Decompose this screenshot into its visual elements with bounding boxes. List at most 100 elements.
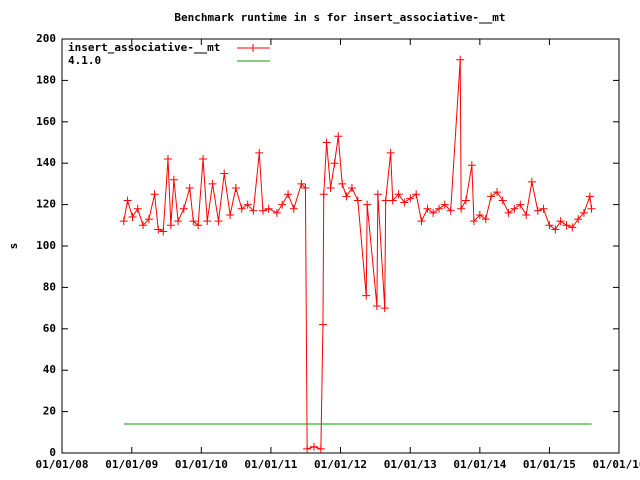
point-marker <box>272 208 281 217</box>
point-marker <box>226 210 235 219</box>
point-marker <box>318 320 327 329</box>
point-marker <box>539 204 548 213</box>
point-marker <box>334 132 343 141</box>
point-marker <box>381 196 390 205</box>
point-marker <box>493 188 502 197</box>
x-tick-label: 01/01/09 <box>105 458 158 471</box>
point-marker <box>169 175 178 184</box>
x-tick-label: 01/01/12 <box>314 458 367 471</box>
point-marker <box>400 198 409 207</box>
point-marker <box>297 179 306 188</box>
point-marker <box>326 184 335 193</box>
point-marker <box>551 225 560 234</box>
y-tick-label: 100 <box>36 239 56 252</box>
point-marker <box>284 190 293 199</box>
y-tick-label: 80 <box>43 280 56 293</box>
y-tick-label: 40 <box>43 363 56 376</box>
point-marker <box>435 204 444 213</box>
point-marker <box>231 184 240 193</box>
point-marker <box>388 196 397 205</box>
point-marker <box>139 221 148 230</box>
point-marker <box>498 196 507 205</box>
point-marker <box>406 194 415 203</box>
y-tick-label: 180 <box>36 73 56 86</box>
point-marker <box>362 291 371 300</box>
point-marker <box>264 204 273 213</box>
y-tick-label: 0 <box>49 446 56 459</box>
point-marker <box>527 177 536 186</box>
point-marker <box>380 304 389 313</box>
x-tick-label: 01/01/11 <box>244 458 297 471</box>
point-marker <box>412 190 421 199</box>
point-marker <box>504 208 513 217</box>
point-marker <box>568 223 577 232</box>
point-marker <box>533 206 542 215</box>
point-marker <box>214 217 223 226</box>
y-tick-label: 120 <box>36 198 56 211</box>
legend-label: 4.1.0 <box>68 54 101 67</box>
point-marker <box>423 204 432 213</box>
point-marker <box>587 204 596 213</box>
point-marker <box>128 213 137 222</box>
point-marker <box>322 138 331 147</box>
point-marker <box>316 444 325 453</box>
point-marker <box>159 227 168 236</box>
point-marker <box>330 159 339 168</box>
point-marker <box>556 217 565 226</box>
point-marker <box>150 190 159 199</box>
point-marker <box>373 190 382 199</box>
point-marker <box>166 221 175 230</box>
point-marker <box>179 204 188 213</box>
x-tick-label: 01/01/14 <box>453 458 506 471</box>
point-marker <box>467 161 476 170</box>
point-marker <box>461 196 470 205</box>
point-marker <box>386 148 395 157</box>
y-tick-label: 140 <box>36 156 56 169</box>
point-marker <box>353 196 362 205</box>
point-marker <box>237 204 246 213</box>
series-line <box>123 59 593 450</box>
point-marker <box>574 215 583 224</box>
point-marker <box>372 302 381 311</box>
point-marker <box>310 442 319 451</box>
x-tick-label: 01/01/13 <box>384 458 437 471</box>
point-marker <box>319 190 328 199</box>
point-marker <box>208 179 217 188</box>
point-marker <box>194 221 203 230</box>
point-marker <box>133 204 142 213</box>
point-marker <box>258 206 267 215</box>
point-marker <box>394 190 403 199</box>
point-marker <box>278 200 287 209</box>
point-marker <box>119 217 128 226</box>
point-marker <box>347 184 356 193</box>
point-marker <box>516 200 525 209</box>
point-marker <box>579 208 588 217</box>
point-marker <box>585 192 594 201</box>
point-marker <box>510 204 519 213</box>
point-marker <box>545 221 554 230</box>
point-marker <box>338 179 347 188</box>
point-marker <box>185 184 194 193</box>
y-tick-label: 20 <box>43 405 56 418</box>
plot-frame <box>61 38 620 454</box>
point-marker <box>446 206 455 215</box>
point-marker <box>429 208 438 217</box>
point-marker <box>417 217 426 226</box>
point-marker <box>154 225 163 234</box>
y-tick-label: 160 <box>36 115 56 128</box>
point-marker <box>174 217 183 226</box>
point-marker <box>220 169 229 178</box>
legend-marker <box>249 44 257 52</box>
point-marker <box>562 221 571 230</box>
point-marker <box>303 444 312 453</box>
point-marker <box>163 155 172 164</box>
point-marker <box>199 155 208 164</box>
point-marker <box>475 210 484 219</box>
x-tick-label: 01/01/08 <box>36 458 89 471</box>
legend-label: insert_associative-__mt <box>68 41 220 54</box>
x-tick-label: 01/01/10 <box>175 458 228 471</box>
point-marker <box>342 192 351 201</box>
point-marker <box>289 204 298 213</box>
chart-title: Benchmark runtime in s for insert_associ… <box>174 11 505 24</box>
